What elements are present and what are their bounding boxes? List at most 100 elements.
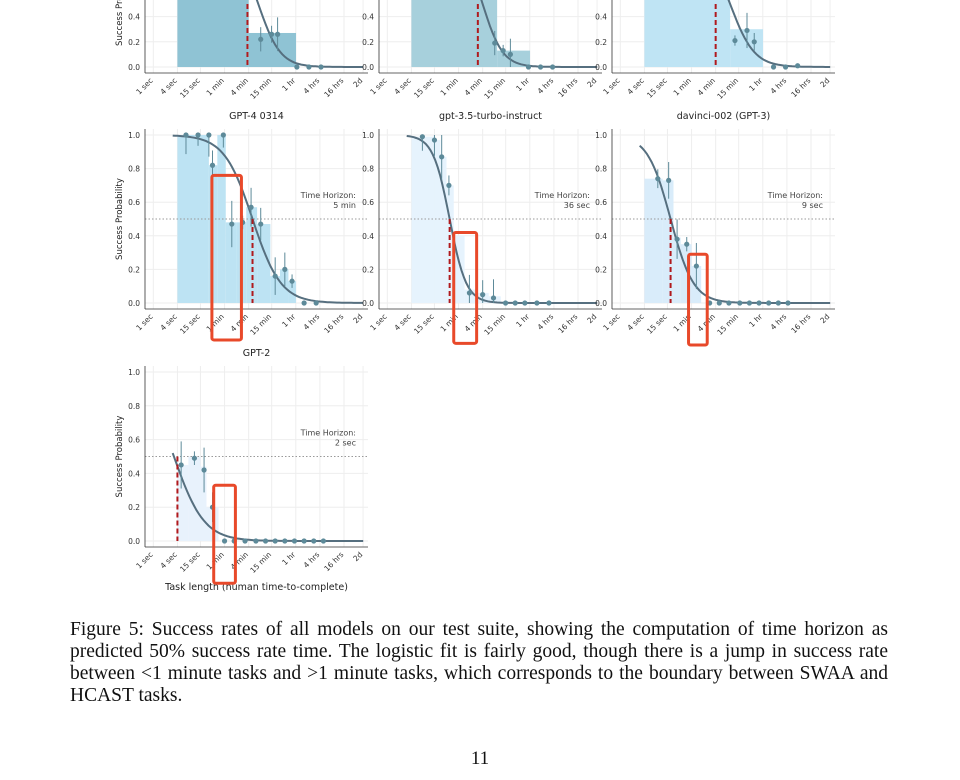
data-point bbox=[766, 300, 772, 306]
caption-text: Success rates of all models on our test … bbox=[70, 619, 888, 706]
x-tick-label: 4 sec bbox=[158, 76, 178, 96]
y-tick-label: 0.8 bbox=[128, 402, 140, 411]
data-point bbox=[492, 40, 498, 46]
y-tick-label: 0.2 bbox=[128, 503, 140, 512]
bar bbox=[644, 178, 663, 303]
data-point bbox=[311, 538, 317, 544]
x-tick-label: 2d bbox=[351, 76, 364, 89]
panel-title: GPT-2 bbox=[243, 348, 271, 359]
x-tick-label: 1 hr bbox=[514, 311, 532, 329]
x-tick-label: 4 min bbox=[463, 76, 485, 98]
x-tick-label: 1 sec bbox=[134, 76, 154, 96]
y-tick-label: 0.4 bbox=[595, 13, 607, 22]
x-tick-label: 4 min bbox=[229, 312, 251, 334]
logistic-fit-line bbox=[406, 135, 598, 304]
data-point bbox=[248, 204, 254, 210]
data-point bbox=[500, 48, 506, 54]
data-point bbox=[512, 300, 518, 306]
data-point bbox=[537, 64, 544, 70]
data-point bbox=[549, 64, 556, 70]
highlight-box bbox=[452, 230, 479, 345]
bar bbox=[434, 140, 441, 303]
x-tick-label: 15 min bbox=[248, 550, 273, 575]
y-tick-label: 0.8 bbox=[595, 165, 607, 174]
x-tick-label: 1 min bbox=[205, 312, 227, 334]
bar bbox=[680, 244, 692, 303]
x-tick-label: 4 hrs bbox=[302, 550, 322, 570]
y-tick-label: 0.2 bbox=[362, 38, 374, 47]
y-tick-label: 0.0 bbox=[128, 63, 140, 72]
bar bbox=[662, 180, 674, 303]
panel-title: davinci-002 (GPT-3) bbox=[677, 111, 770, 122]
data-point bbox=[785, 300, 791, 306]
x-tick-label: 1 sec bbox=[601, 76, 621, 96]
x-tick-label: 16 hrs bbox=[322, 312, 345, 335]
plot-area bbox=[145, 0, 368, 73]
data-point bbox=[480, 292, 486, 298]
time-horizon-label: Time Horizon: bbox=[534, 191, 590, 200]
x-tick-label: 1 hr bbox=[280, 311, 298, 329]
x-tick-label: 1 min bbox=[205, 76, 227, 98]
data-point bbox=[253, 538, 259, 544]
x-tick-label: 15 min bbox=[248, 312, 273, 337]
y-tick-label: 0.8 bbox=[128, 165, 140, 174]
y-tick-label: 0.2 bbox=[595, 265, 607, 274]
data-point bbox=[770, 64, 777, 70]
x-tick-label: 2d bbox=[351, 312, 364, 325]
x-tick-label: 1 min bbox=[672, 76, 694, 98]
data-point bbox=[262, 538, 269, 544]
bar bbox=[453, 235, 465, 303]
panel-gpt-4-0314: 0.00.20.40.60.81.01 sec 4 sec 15 sec 1 min 4… bbox=[115, 111, 368, 342]
data-point bbox=[272, 273, 278, 279]
y-tick-label: 0.6 bbox=[128, 436, 140, 445]
data-point bbox=[242, 538, 248, 544]
y-tick-label: 0.8 bbox=[362, 165, 374, 174]
time-horizon-label: Time Horizon: bbox=[300, 429, 356, 438]
bar bbox=[217, 135, 226, 303]
bar bbox=[644, 0, 731, 67]
x-tick-label: 1 min bbox=[439, 76, 461, 98]
plot-area bbox=[379, 129, 602, 309]
x-tick-label: 1 sec bbox=[368, 76, 388, 96]
data-point bbox=[221, 538, 228, 544]
data-point bbox=[674, 236, 680, 242]
bar bbox=[177, 464, 189, 541]
data-point bbox=[666, 177, 672, 183]
x-tick-label: 1 sec bbox=[134, 550, 154, 570]
x-tick-label: 15 sec bbox=[412, 312, 436, 336]
plot-area bbox=[379, 0, 602, 73]
x-tick-label: 2d bbox=[818, 76, 831, 89]
figure-caption: Figure 5: Success rates of all models on… bbox=[70, 619, 888, 707]
bar bbox=[200, 466, 207, 541]
x-tick-label: 2d bbox=[818, 312, 831, 325]
x-tick-label: 1 sec bbox=[134, 312, 154, 332]
data-point bbox=[744, 27, 750, 34]
data-point bbox=[546, 300, 552, 306]
data-point bbox=[525, 64, 532, 70]
x-tick-label: 4 sec bbox=[392, 76, 412, 96]
data-point bbox=[220, 132, 226, 138]
x-tick-label: 15 min bbox=[715, 76, 740, 101]
x-tick-label: 1 hr bbox=[280, 549, 298, 567]
x-tick-label: 15 sec bbox=[645, 76, 669, 100]
data-point bbox=[282, 266, 288, 272]
data-point bbox=[268, 31, 275, 37]
bar bbox=[440, 156, 447, 303]
x-tick-label: 16 hrs bbox=[556, 76, 579, 99]
data-point bbox=[294, 64, 300, 70]
x-tick-label: 15 min bbox=[248, 76, 273, 101]
x-tick-label: 4 hrs bbox=[302, 312, 322, 332]
x-tick-label: 2d bbox=[585, 312, 598, 325]
data-point bbox=[726, 300, 732, 306]
highlight-box bbox=[212, 483, 237, 585]
data-point bbox=[272, 538, 278, 544]
x-tick-label: 1 hr bbox=[747, 311, 765, 329]
data-point bbox=[206, 132, 212, 138]
panel-title: gpt-3.5-turbo-instruct bbox=[439, 111, 542, 122]
highlight-box bbox=[210, 173, 243, 342]
caption-label: Figure 5: bbox=[70, 619, 144, 640]
x-tick-label: 4 hrs bbox=[536, 76, 556, 96]
x-tick-label: 4 sec bbox=[158, 312, 178, 332]
x-axis-title: Task length (human time-to-complete) bbox=[164, 582, 348, 593]
